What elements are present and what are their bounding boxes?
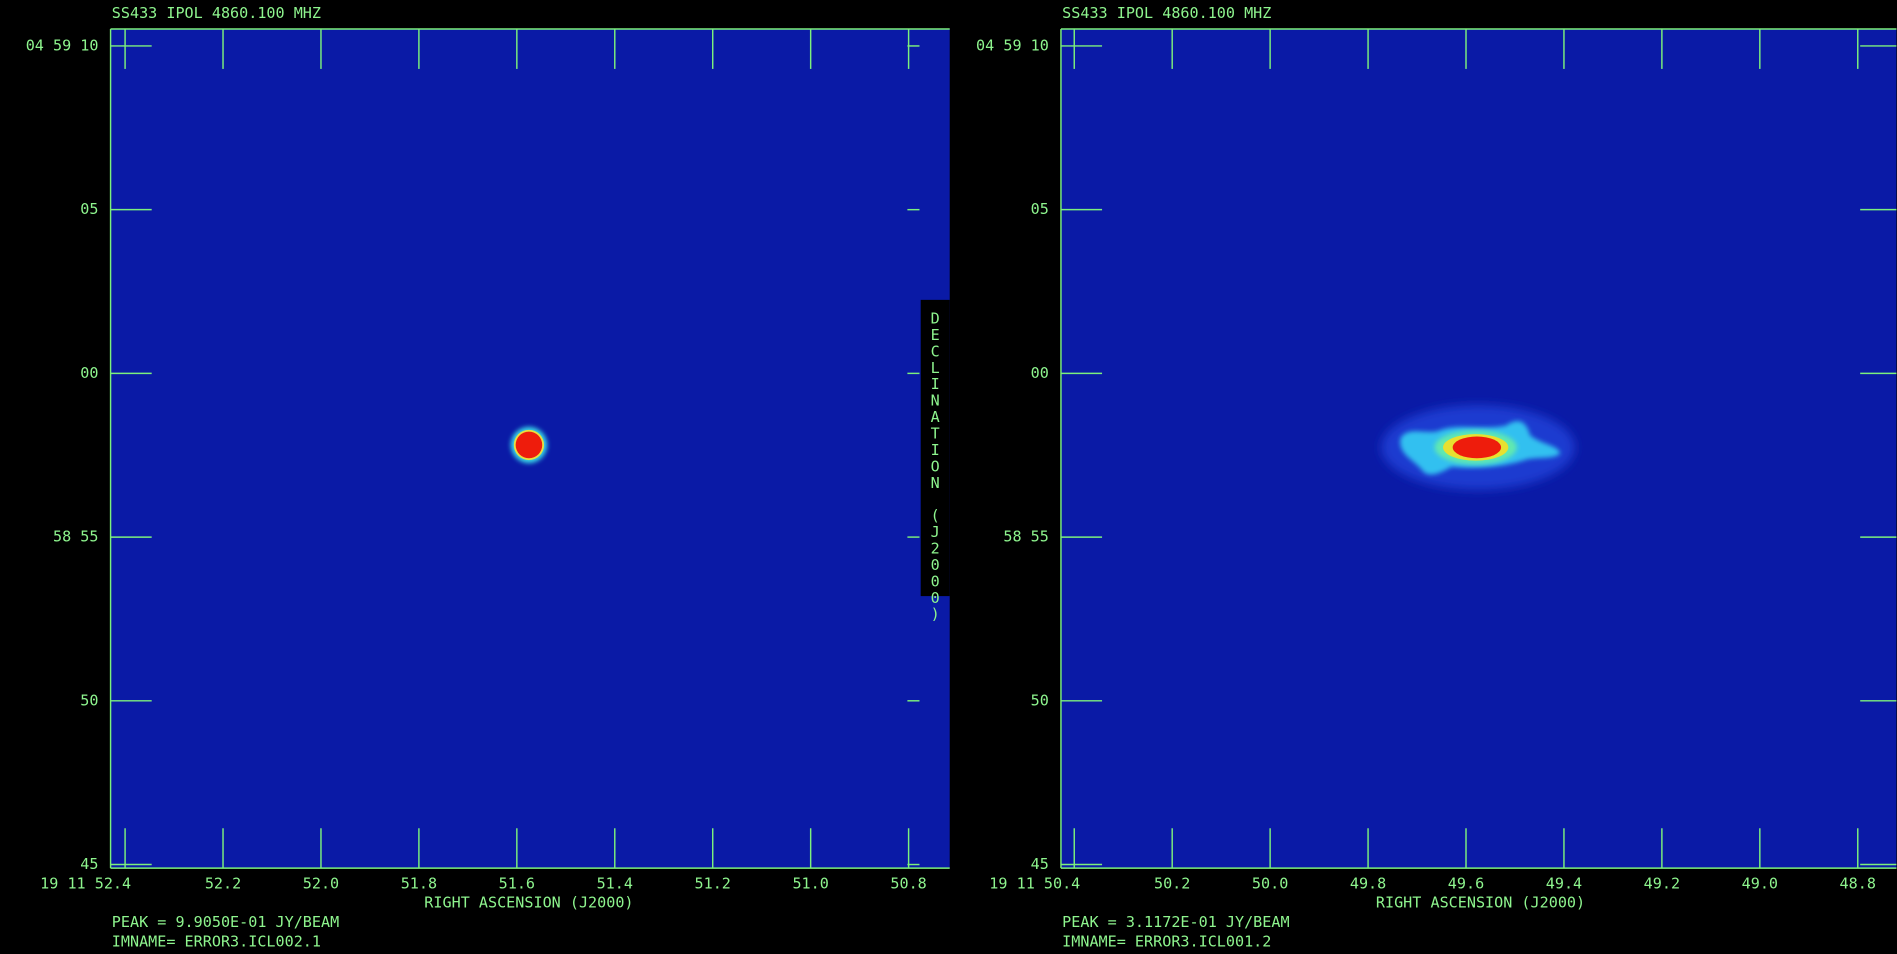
y-axis-label: DECLINATION (J2000) [926,310,944,623]
x-axis-label: RIGHT ASCENSION (J2000) [424,894,633,912]
y-tick-label: 50 [80,691,98,709]
source-right [1381,405,1574,490]
y-tick-label: 45 [80,855,98,873]
y-tick-label: 58 55 [1003,528,1048,546]
x-tick-label: 19 11 50.4 [989,874,1080,892]
x-tick-label: 49.8 [1350,874,1386,892]
y-tick-label: 50 [1031,691,1049,709]
x-axis-label: RIGHT ASCENSION (J2000) [1376,894,1585,912]
x-tick-label: 52.2 [205,874,241,892]
x-tick-label: 50.0 [1252,874,1288,892]
imname-label: IMNAME= ERROR3.ICL002.1 [112,932,321,950]
x-tick-label: 49.0 [1742,874,1778,892]
x-tick-label: 51.0 [792,874,828,892]
y-tick-label: 05 [80,200,98,218]
x-tick-label: 50.8 [890,874,926,892]
x-tick-label: 49.6 [1448,874,1484,892]
screen: SS433 IPOL 4860.100 MHZ 04 59 10 05 00 58 55… [0,0,1897,954]
panel-title: SS433 IPOL 4860.100 MHZ [112,4,321,22]
x-tick-label: 51.6 [499,874,535,892]
imname-label: IMNAME= ERROR3.ICL001.2 [1062,932,1271,950]
peak-label: PEAK = 9.9050E-01 JY/BEAM [112,913,339,931]
y-tick-label: 00 [80,364,98,382]
x-tick-label: 19 11 52.4 [40,874,131,892]
y-tick-label: 04 59 10 [976,36,1049,54]
x-tick-label: 51.2 [695,874,731,892]
panel-title: SS433 IPOL 4860.100 MHZ [1062,4,1271,22]
y-tick-label: 58 55 [53,528,98,546]
x-tick-label: 49.4 [1546,874,1582,892]
x-tick-label: 48.8 [1840,874,1876,892]
y-tick-label: 05 [1031,200,1049,218]
y-tick-label: 04 59 10 [26,36,99,54]
x-tick-label: 49.2 [1644,874,1680,892]
page: SS433 IPOL 4860.100 MHZ 04 59 10 05 00 58 55… [0,0,1897,954]
x-tick-label: 50.2 [1154,874,1190,892]
source-left [511,427,547,463]
x-tick-label: 51.8 [401,874,437,892]
peak-label: PEAK = 3.1172E-01 JY/BEAM [1062,913,1289,931]
y-tick-label: 00 [1031,364,1049,382]
source-core [516,432,543,459]
x-tick-label: 52.0 [303,874,339,892]
y-tick-label: 45 [1031,855,1049,873]
source-core [1453,436,1501,458]
x-tick-label: 51.4 [597,874,633,892]
